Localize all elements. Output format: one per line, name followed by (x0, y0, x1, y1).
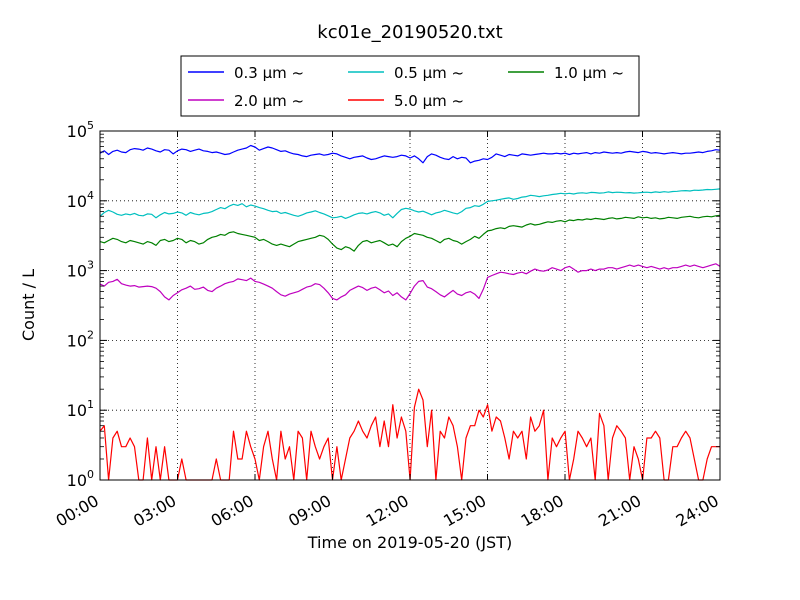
y-tick-label: 100 (67, 468, 94, 490)
series-line (99, 214, 721, 252)
legend: 0.3 μm ~ 0.5 μm ~ 1.0 μm ~ 2.0 μm ~ 5.0 μm ~ (180, 55, 640, 117)
legend-label: 2.0 μm ~ (234, 92, 304, 110)
y-tick-label: 103 (67, 259, 94, 281)
series-line (99, 263, 721, 301)
legend-label: 0.5 μm ~ (394, 64, 464, 82)
series-line (99, 144, 721, 164)
chart-title: kc01e_20190520.txt (317, 22, 502, 43)
series-line (99, 188, 721, 219)
y-tick-label: 105 (67, 119, 94, 141)
legend-label: 0.3 μm ~ (234, 64, 304, 82)
grid (100, 131, 720, 480)
legend-label: 1.0 μm ~ (554, 64, 624, 82)
x-axis-label: Time on 2019-05-20 (JST) (307, 533, 512, 552)
legend-frame (180, 55, 640, 117)
y-axis: 100 101 102 103 104 105 (67, 119, 720, 490)
y-tick-label: 101 (67, 398, 94, 420)
y-tick-label: 104 (67, 189, 94, 211)
legend-label: 5.0 μm ~ (394, 92, 464, 110)
y-tick-label: 102 (67, 328, 94, 350)
y-axis-label: Count / L (19, 269, 38, 341)
